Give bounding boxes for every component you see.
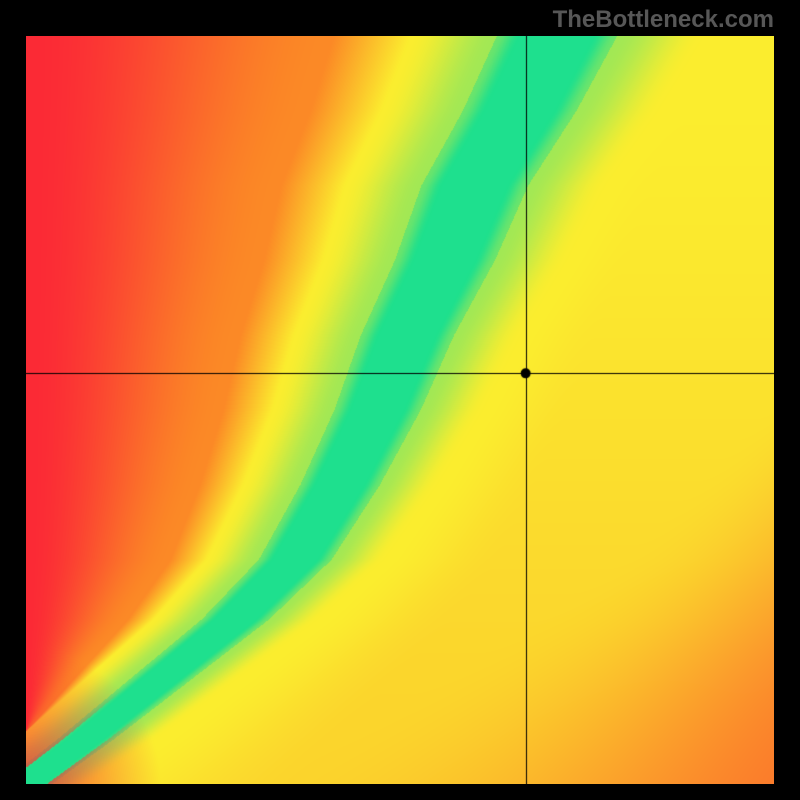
figure-container: TheBottleneck.com bbox=[0, 0, 800, 800]
bottleneck-heatmap bbox=[26, 36, 774, 784]
watermark-text: TheBottleneck.com bbox=[553, 6, 774, 34]
